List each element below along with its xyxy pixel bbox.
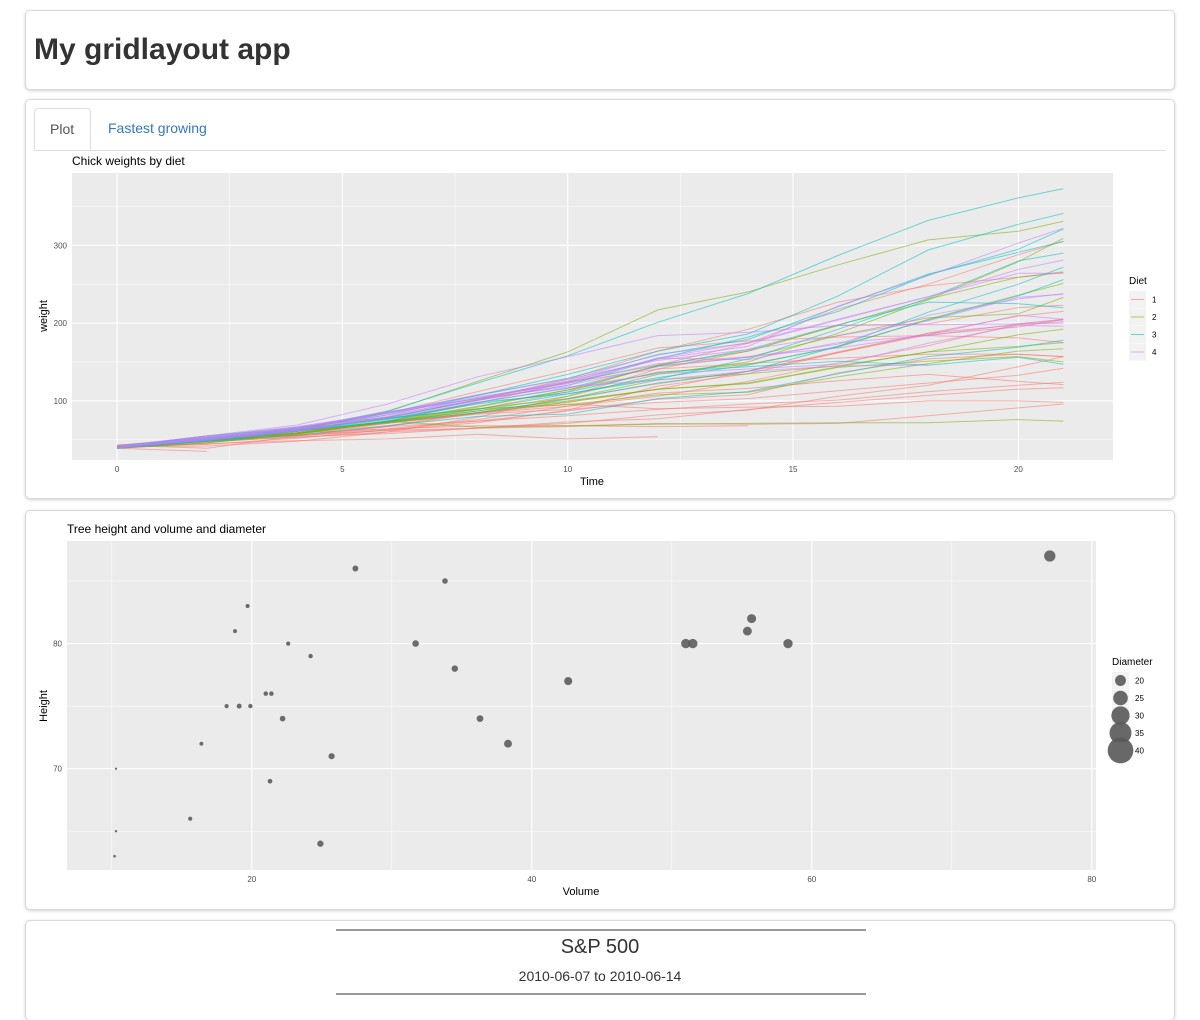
legend-label: 40 xyxy=(1135,747,1144,756)
page-title: My gridlayout app xyxy=(34,33,291,66)
data-point xyxy=(267,778,273,784)
data-point xyxy=(564,677,573,686)
data-point xyxy=(236,703,242,709)
plot-card: Plot Fastest growing Chick weights by di… xyxy=(25,99,1175,499)
series-line xyxy=(117,447,208,452)
x-axis-label: Time xyxy=(580,476,604,488)
y-tick-label: 70 xyxy=(53,765,62,774)
data-point xyxy=(352,565,359,572)
legend-symbol xyxy=(1115,675,1126,686)
tree-card: Tree height and volume and diameter 20 40… xyxy=(25,510,1175,910)
y-tick-label: 300 xyxy=(54,241,68,250)
chart-legend: Diameter 20 25 30 35 40 xyxy=(1107,657,1153,764)
legend-symbol xyxy=(1109,722,1132,744)
data-point xyxy=(504,739,512,748)
series-line xyxy=(117,324,1064,448)
series-line xyxy=(117,356,1064,446)
data-point xyxy=(245,603,250,609)
legend-label: 25 xyxy=(1135,694,1144,703)
data-point xyxy=(199,741,204,746)
data-point xyxy=(279,715,286,722)
legend-label: 35 xyxy=(1135,729,1144,738)
legend-symbol xyxy=(1107,737,1134,764)
data-point xyxy=(442,578,448,584)
y-tick-label: 100 xyxy=(54,397,68,406)
data-point xyxy=(747,614,757,624)
series-line xyxy=(117,381,1064,448)
chick-weights-chart: Chick weights by diet 0 5 10 15 20100200300 … xyxy=(38,154,1157,488)
y-axis-label: Height xyxy=(38,690,50,722)
data-point xyxy=(224,703,229,709)
data-point xyxy=(412,640,419,647)
data-point xyxy=(317,840,324,847)
series-line xyxy=(117,293,1064,449)
y-tick-label: 200 xyxy=(54,319,68,328)
x-axis-label: Volume xyxy=(563,886,600,898)
legend-label: 30 xyxy=(1135,712,1144,721)
series-line xyxy=(117,387,1064,448)
x-tick-label: 10 xyxy=(563,465,572,474)
x-tick-label: 20 xyxy=(247,875,256,884)
data-point xyxy=(114,767,118,770)
tabset: Plot Fastest growing xyxy=(34,108,1166,151)
sp500-date-range: 2010-06-07 to 2010-06-14 xyxy=(518,968,682,984)
x-tick-label: 40 xyxy=(527,875,536,884)
series-line xyxy=(117,272,1064,448)
legend-title: Diet xyxy=(1129,276,1147,287)
legend-label: 20 xyxy=(1135,677,1144,686)
data-point xyxy=(742,626,752,636)
data-point xyxy=(114,829,118,833)
data-point xyxy=(188,816,193,821)
data-point xyxy=(263,691,269,696)
data-point xyxy=(248,703,253,709)
chart-title: Tree height and volume and diameter xyxy=(67,522,266,536)
x-tick-label: 5 xyxy=(340,465,345,474)
x-tick-label: 15 xyxy=(789,465,798,474)
y-axis-label: weight xyxy=(38,300,50,333)
tab-plot[interactable]: Plot xyxy=(34,108,91,150)
bottom-rule xyxy=(336,993,866,995)
data-point xyxy=(328,753,335,760)
x-tick-label: 60 xyxy=(807,875,816,884)
tree-scatter-chart: Tree height and volume and diameter 20 40… xyxy=(38,522,1153,898)
plot-panel xyxy=(67,541,1096,870)
tab-fastest-growing[interactable]: Fastest growing xyxy=(108,120,207,136)
x-tick-label: 0 xyxy=(115,465,120,474)
legend-label: 1 xyxy=(1152,296,1157,305)
legend-symbol xyxy=(1111,706,1130,725)
sp500-title: S&P 500 xyxy=(560,936,640,958)
x-tick-label: 20 xyxy=(1014,465,1023,474)
top-rule xyxy=(336,929,866,931)
chart-legend: Diet 1 2 3 4 xyxy=(1129,276,1157,361)
data-point xyxy=(269,691,274,696)
header-card: My gridlayout app xyxy=(25,10,1175,90)
data-point xyxy=(681,638,691,649)
series-line xyxy=(117,433,658,448)
legend-label: 3 xyxy=(1152,331,1157,340)
y-tick-label: 80 xyxy=(53,640,62,649)
data-point xyxy=(1044,550,1056,562)
data-point xyxy=(308,653,313,659)
data-point xyxy=(286,641,291,646)
chart-title: Chick weights by diet xyxy=(72,154,185,168)
series-line xyxy=(117,322,1064,447)
sp500-card: S&P 500 2010-06-07 to 2010-06-14 xyxy=(25,920,1175,1020)
data-point xyxy=(476,715,484,722)
legend-label: 4 xyxy=(1152,348,1157,357)
series-line xyxy=(117,339,1064,448)
x-tick-label: 80 xyxy=(1087,875,1096,884)
data-point xyxy=(688,638,698,649)
data-point xyxy=(113,854,116,858)
data-point xyxy=(451,665,459,672)
data-point xyxy=(233,629,237,634)
legend-symbol xyxy=(1113,690,1128,706)
legend-title: Diameter xyxy=(1112,657,1153,668)
legend-label: 2 xyxy=(1152,313,1157,322)
series-line xyxy=(117,356,1064,447)
data-point xyxy=(783,638,793,649)
series-line xyxy=(117,314,1064,448)
